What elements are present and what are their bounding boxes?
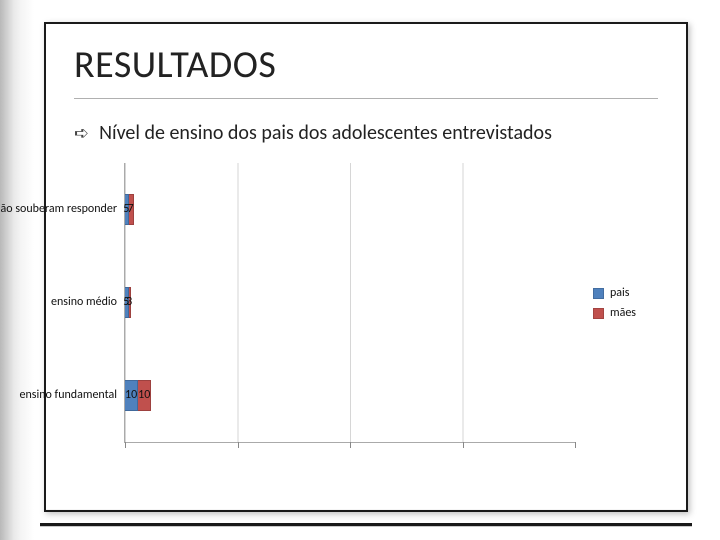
chart-row: não souberam responder57 [125, 194, 139, 225]
chart-row: ensino médio53 [125, 287, 139, 318]
arrow-icon: ➪ [74, 122, 89, 144]
legend-label: pais [610, 286, 630, 300]
legend-item: mães [593, 306, 636, 320]
axis-tick [463, 442, 464, 448]
legend-label: mães [610, 306, 636, 320]
slide-content-frame: RESULTADOS ➪ Nível de ensino dos pais do… [44, 22, 688, 512]
slide-title: RESULTADOS [74, 42, 658, 88]
category-label: ensino fundamental [0, 388, 125, 402]
bar-segment: 10 [138, 380, 151, 411]
chart-row: ensino fundamental1010 [125, 380, 151, 411]
category-label: ensino médio [0, 295, 125, 309]
axis-tick [125, 442, 126, 448]
chart-legend: pais mães [593, 286, 636, 320]
axis-tick [238, 442, 239, 448]
bottom-border-line [40, 523, 692, 526]
left-gradient-strip [0, 0, 34, 540]
bar-segment: 10 [125, 380, 138, 411]
legend-item: pais [593, 286, 636, 300]
title-divider [74, 98, 658, 99]
legend-swatch [593, 288, 604, 299]
bullet-text: Nível de ensino dos pais dos adolescente… [99, 121, 552, 145]
bar-segment: 3 [129, 287, 131, 318]
stacked-bar-chart: não souberam responder57 ensino médio53 en… [124, 163, 575, 443]
bullet-item: ➪ Nível de ensino dos pais dos adolescen… [74, 121, 658, 145]
category-label: não souberam responder [0, 202, 125, 216]
axis-tick [350, 442, 351, 448]
legend-swatch [593, 308, 604, 319]
axis-tick [575, 442, 576, 448]
chart-container: não souberam responder57 ensino médio53 en… [124, 163, 636, 443]
bar-segment: 7 [129, 194, 134, 225]
